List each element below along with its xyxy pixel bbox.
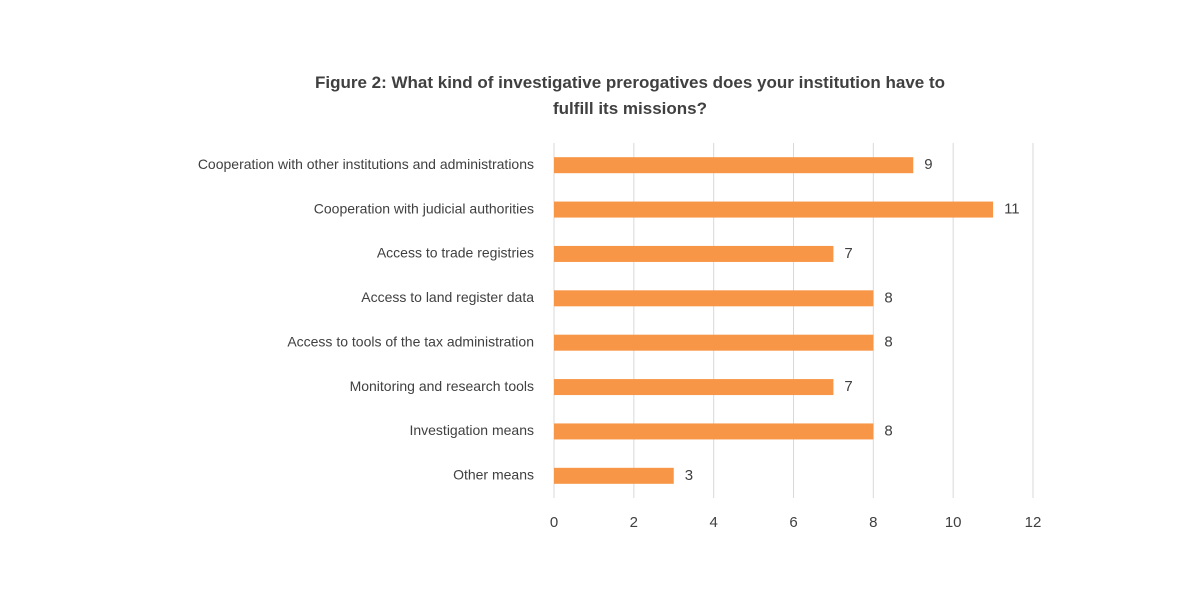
x-tick-label: 6 bbox=[789, 514, 797, 531]
bar bbox=[554, 423, 874, 440]
chart-title: Figure 2: What kind of investigative pre… bbox=[314, 73, 946, 118]
value-label: 3 bbox=[685, 467, 693, 484]
y-tick-label: Cooperation with judicial authorities bbox=[314, 200, 534, 216]
y-tick-label: Investigation means bbox=[409, 422, 534, 438]
bar bbox=[554, 245, 834, 262]
value-label: 8 bbox=[884, 422, 892, 439]
y-tick-label: Access to tools of the tax administratio… bbox=[287, 333, 534, 349]
x-tick-label: 2 bbox=[630, 514, 638, 531]
x-tick-label: 4 bbox=[709, 514, 717, 531]
value-label: 8 bbox=[884, 289, 892, 306]
value-label: 8 bbox=[884, 334, 892, 351]
y-tick-label: Access to land register data bbox=[361, 289, 534, 305]
bar bbox=[554, 379, 834, 396]
x-tick-label: 8 bbox=[869, 514, 877, 531]
y-tick-label: Access to trade registries bbox=[377, 245, 534, 261]
value-label: 11 bbox=[1004, 201, 1020, 218]
x-tick-label: 10 bbox=[945, 514, 962, 531]
bar bbox=[554, 290, 874, 307]
value-label: 7 bbox=[844, 378, 852, 395]
y-tick-label: Monitoring and research tools bbox=[350, 378, 534, 394]
x-tick-label: 0 bbox=[550, 514, 558, 531]
y-tick-label: Other means bbox=[453, 467, 534, 483]
y-tick-label: Cooperation with other institutions and … bbox=[198, 156, 534, 172]
x-tick-label: 12 bbox=[1025, 514, 1042, 531]
value-label: 7 bbox=[844, 245, 852, 262]
bar bbox=[554, 467, 674, 484]
value-label: 9 bbox=[924, 156, 932, 173]
bar bbox=[554, 334, 874, 351]
bar bbox=[554, 201, 994, 218]
bar bbox=[554, 157, 914, 174]
